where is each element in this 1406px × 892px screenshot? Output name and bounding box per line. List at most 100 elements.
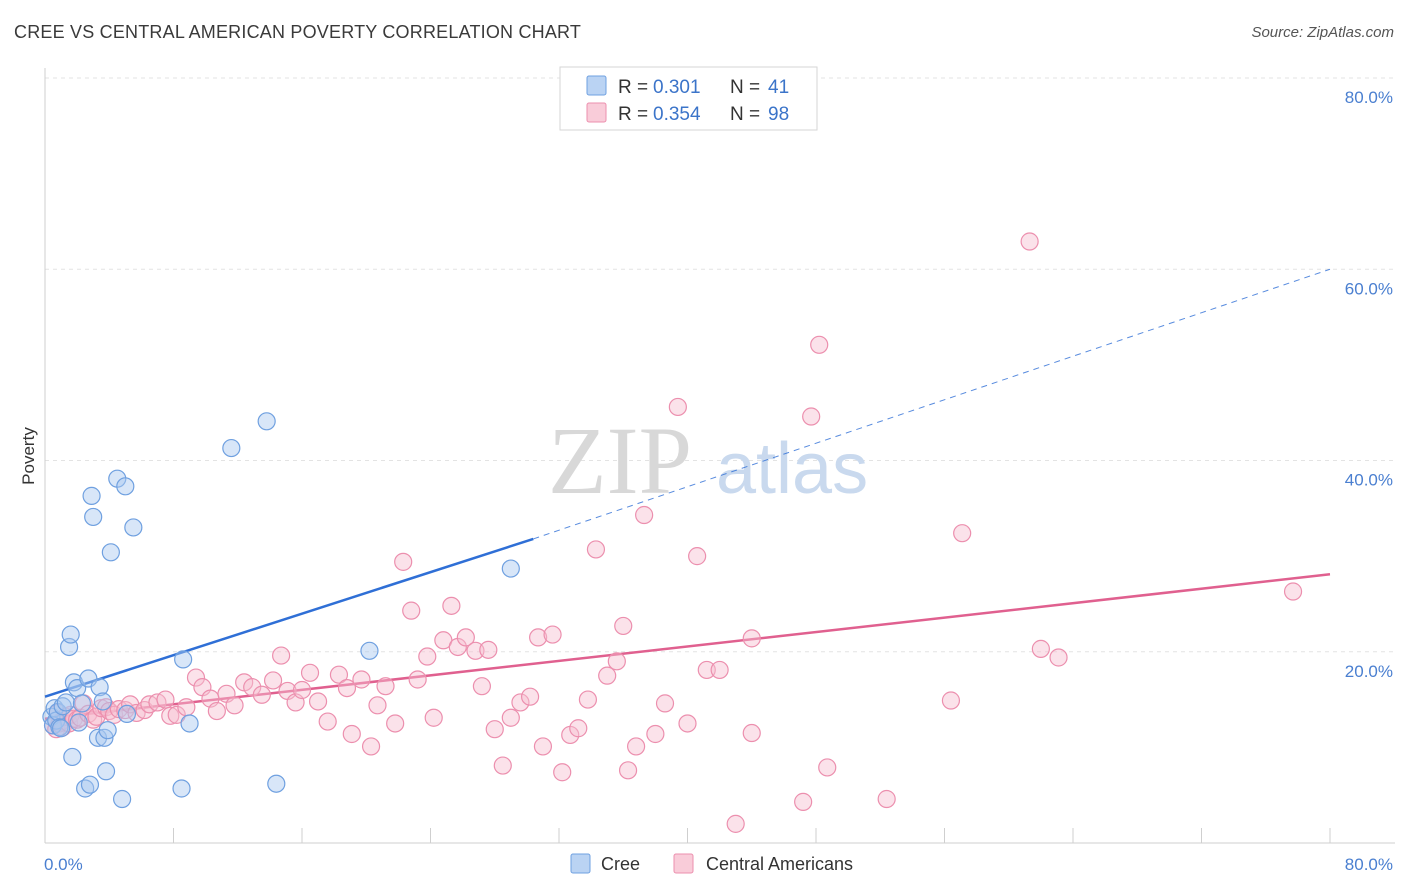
point-central-americans (1049, 648, 1068, 667)
point-cree (69, 713, 88, 732)
x-tick-label: 0.0% (44, 855, 83, 874)
point-central-americans (877, 789, 896, 809)
legend-bottom: Cree Central Americans (570, 853, 853, 874)
point-central-americans (167, 705, 186, 724)
legend-swatch-cree (586, 75, 607, 96)
point-central-americans (678, 714, 697, 733)
point-cree (50, 718, 69, 737)
point-central-americans (578, 690, 598, 709)
y-tick-label: 80.0% (1345, 88, 1393, 107)
y-tick-label: 60.0% (1345, 279, 1393, 298)
point-cree (180, 714, 199, 733)
point-central-americans (818, 758, 837, 777)
point-central-americans (953, 524, 972, 543)
point-central-americans (68, 710, 87, 729)
trendline-cree-extension (533, 268, 1331, 540)
point-cree (116, 477, 135, 496)
trendline-central-americans (44, 573, 1331, 720)
axes (44, 68, 1395, 844)
point-cree (257, 412, 276, 431)
point-central-americans (1020, 232, 1039, 251)
point-central-americans (376, 677, 395, 696)
point-central-americans (386, 714, 405, 733)
point-central-americans (156, 690, 175, 709)
point-central-americans (598, 666, 617, 685)
point-central-americans (485, 720, 504, 739)
point-central-americans (1283, 582, 1303, 601)
point-central-americans (586, 540, 606, 559)
point-central-americans (337, 678, 357, 698)
point-cree (82, 486, 101, 505)
point-central-americans (368, 696, 387, 715)
point-cree (63, 747, 82, 767)
legend-n-label-cree: N = (730, 77, 760, 98)
point-central-americans (529, 628, 548, 647)
point-central-americans (408, 670, 427, 689)
point-central-americans (342, 724, 361, 744)
point-central-americans (607, 652, 626, 671)
point-cree (96, 762, 116, 781)
bottom-legend-label-central-americans: Central Americans (706, 854, 853, 874)
point-central-americans (207, 701, 226, 721)
point-cree (222, 438, 241, 458)
point-central-americans (697, 660, 716, 680)
bottom-legend-label-cree: Cree (601, 854, 640, 874)
point-cree (51, 719, 71, 738)
bottom-legend-swatch-cree (570, 853, 591, 874)
point-cree (172, 779, 191, 798)
point-cree (56, 693, 75, 712)
point-central-americans (742, 723, 761, 743)
point-central-americans (177, 698, 196, 717)
point-central-americans (646, 724, 665, 744)
y-tick-label: 20.0% (1345, 662, 1393, 681)
point-central-americans (635, 505, 654, 525)
scatter-points (42, 232, 1303, 833)
point-central-americans (161, 706, 180, 725)
point-central-americans (569, 719, 588, 738)
point-central-americans (543, 625, 562, 644)
watermark-atlas: atlas (716, 429, 868, 509)
point-central-americans (272, 646, 291, 665)
point-cree (72, 694, 92, 713)
legend-top: R = 0.301 N = 41 R = 0.354 N = 98 (559, 66, 818, 131)
point-central-americans (442, 596, 461, 615)
point-central-americans (941, 691, 961, 710)
point-central-americans (300, 663, 320, 682)
point-central-americans (318, 712, 337, 731)
x-tick-labels: 0.0% 80.0% (44, 855, 1393, 874)
point-central-americans (1031, 639, 1050, 658)
point-central-americans (493, 756, 512, 775)
point-cree (90, 678, 109, 697)
point-cree (93, 692, 112, 711)
legend-n-value-central-americans: 98 (768, 104, 789, 125)
point-cree (84, 507, 103, 527)
point-cree (174, 650, 193, 669)
point-central-americans (466, 641, 485, 660)
point-central-americans (456, 628, 475, 647)
legend-r-value-central-americans: 0.354 (653, 104, 701, 125)
point-central-americans (263, 671, 283, 690)
bottom-legend-swatch-central-americans (673, 853, 694, 874)
point-cree (501, 559, 520, 578)
point-central-americans (726, 814, 745, 833)
point-central-americans (668, 397, 687, 417)
point-cree (61, 625, 80, 644)
point-cree (267, 774, 286, 793)
point-central-americans (688, 547, 707, 566)
x-tick-label: 80.0% (1345, 855, 1393, 874)
gridlines (45, 77, 1395, 653)
y-axis-label: Poverty (19, 427, 38, 485)
point-central-americans (810, 335, 829, 354)
point-cree (112, 789, 132, 809)
point-central-americans (252, 685, 271, 704)
point-central-americans (104, 705, 124, 724)
point-central-americans (511, 693, 530, 712)
point-central-americans (329, 665, 349, 684)
point-central-americans (418, 647, 437, 666)
point-central-americans (742, 629, 761, 648)
point-cree (117, 704, 137, 724)
point-cree (80, 775, 100, 794)
point-central-americans (802, 407, 821, 426)
chart-source: Source: ZipAtlas.com (1251, 24, 1394, 41)
